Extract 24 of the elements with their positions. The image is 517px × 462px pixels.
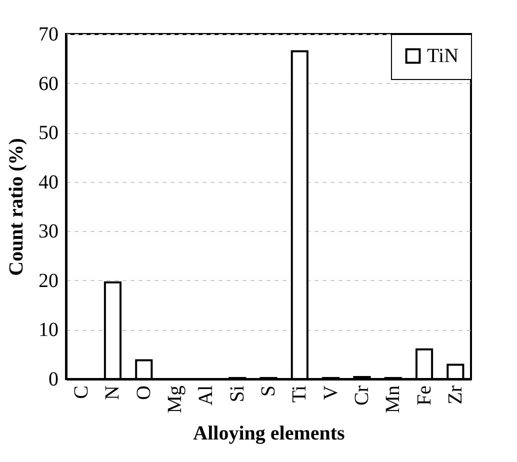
y-tick-label: 10 <box>38 319 58 342</box>
x-tick-label: Fe <box>413 385 436 406</box>
y-axis-title: Count ratio (%) <box>6 138 28 276</box>
x-tick-label: N <box>102 386 124 400</box>
x-tick-label: Mn <box>382 386 404 414</box>
y-tick-label: 30 <box>38 220 58 243</box>
x-tick-label: Si <box>226 385 248 402</box>
x-tick-label: Cr <box>350 385 373 406</box>
x-tick-label: Zr <box>444 385 466 404</box>
x-tick-label: Al <box>195 385 218 406</box>
y-tick-label: 40 <box>38 171 58 194</box>
x-tick-label: Ti <box>288 385 311 403</box>
legend-label: TiN <box>427 45 459 67</box>
x-tick-label: Mg <box>164 386 186 414</box>
y-tick-label: 50 <box>38 122 58 144</box>
x-tick-label: V <box>320 384 342 400</box>
x-tick-label: S <box>258 386 280 397</box>
x-tick-label: C <box>70 386 93 399</box>
y-tick-label: 70 <box>38 24 58 46</box>
y-tick-label: 20 <box>38 270 58 292</box>
x-tick-label: O <box>132 386 155 400</box>
x-axis-title: Alloying elements <box>193 422 346 444</box>
y-tick-label: 60 <box>38 72 58 95</box>
y-tick-label: 0 <box>48 368 58 390</box>
